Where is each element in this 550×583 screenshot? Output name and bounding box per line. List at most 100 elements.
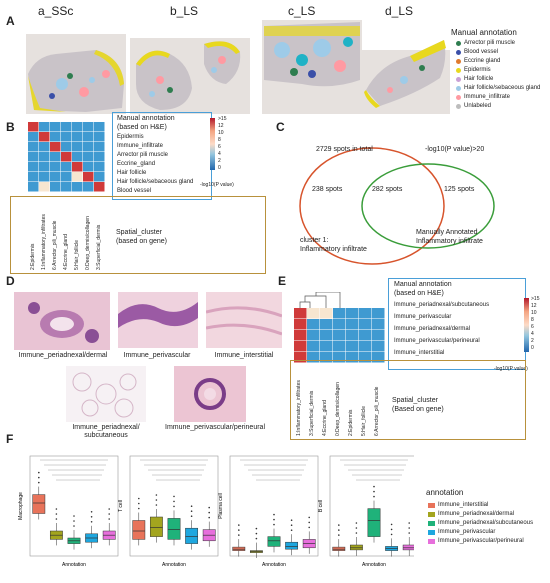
spatial-cluster-e-line2: (Based on gene) (392, 406, 444, 413)
heatmap-e-row-label: Immune_perivascular (394, 314, 452, 320)
boxplot-outlier (290, 529, 293, 531)
histology-image-interstitial (206, 292, 282, 348)
colorbar-b-tick: 0 (218, 165, 221, 171)
boxplot-outlier (155, 504, 158, 506)
boxplot-ylabel: Macrophage (18, 492, 24, 520)
boxplot-outlier (308, 526, 311, 529)
boxplot-outlier (290, 524, 293, 526)
legend-swatch (428, 529, 435, 535)
sample-title-d: d_LS (385, 4, 414, 18)
boxplot-xlabel: Annotation (362, 562, 386, 568)
spatial-cluster-b-line2: (based on gene) (116, 238, 167, 245)
panel-label-c: C (276, 120, 285, 134)
sample-title-c: c_LS (288, 4, 316, 18)
heatmap-cell (372, 330, 385, 341)
heatmap-e-col-label: 4:Eccrine_gland (322, 400, 328, 436)
boxplot-box (232, 546, 246, 551)
heatmap-cell (28, 152, 39, 162)
heatmap-cell (50, 132, 61, 142)
boxplot-box (402, 544, 414, 551)
legend-item-f: Immune_interstitial (428, 502, 488, 508)
legend-swatch (428, 520, 435, 526)
heatmap-e-col-label: 5:Hair_follicle (361, 405, 367, 436)
caption-interstitial: Immune_interstitial (214, 352, 274, 359)
legend-swatch (456, 67, 461, 73)
heatmap-cell (320, 330, 333, 341)
legend-item-f: Immune_perivascular (428, 529, 495, 535)
heatmap-cell (372, 308, 385, 319)
heatmap-cell (320, 308, 333, 319)
venn-diagram (299, 147, 495, 265)
spatial-cluster-b-line1: Spatial_cluster (116, 229, 162, 236)
legend-item-a: Epidermis (456, 67, 491, 73)
boxplot-outlier (138, 507, 140, 510)
heatmap-cell (346, 352, 359, 363)
legend-swatch (456, 40, 461, 46)
heatmap-cell (307, 308, 320, 319)
tissue-image-b (130, 38, 250, 114)
venn-right-label: Manually Annotated Inflammatory infiltra… (416, 228, 483, 246)
heatmap-cell (359, 352, 372, 363)
boxplot: T cell Annotation (118, 455, 219, 568)
tissue-image-d (360, 40, 450, 114)
boxplot-outlier (138, 497, 140, 500)
boxplot-box (367, 508, 381, 537)
heatmap-cell (61, 172, 72, 182)
heatmap-cell (83, 182, 94, 192)
heatmap-cell (61, 182, 72, 192)
legend-item-a: Hair follicle/sebaceous gland (456, 85, 540, 91)
colorbar-b-tick: 4 (218, 151, 221, 157)
boxplot-xlabel: Annotation (62, 562, 86, 568)
legend-label: Immune_perivascular/perineural (438, 538, 524, 544)
colorbar-b-tick: 6 (218, 144, 221, 150)
boxplot-outlier (390, 533, 393, 536)
boxplot-outlier (338, 524, 340, 526)
heatmap-b-row-label: Blood vessel (117, 188, 152, 194)
heatmap-cell (294, 330, 307, 341)
boxplot: Plasma cell Annotation (218, 455, 319, 568)
spatial-cluster-box-e (290, 360, 526, 440)
boxplot-xlabel: Annotation (162, 562, 186, 568)
boxplot-ylabel: B cell (318, 500, 324, 512)
heatmap-cell (39, 132, 50, 142)
colorbar-e-tick: 12 (531, 303, 537, 309)
boxplot-outlier (290, 519, 293, 521)
boxplot-outlier (38, 471, 40, 474)
heatmap-cell (28, 142, 39, 152)
venn-right-count: 125 spots (444, 186, 475, 193)
boxplot-outlier (390, 523, 393, 526)
heatmap-cell (83, 132, 94, 142)
boxplot-outlier (255, 527, 258, 530)
heatmap-cell (333, 319, 346, 330)
panel-label-d: D (6, 274, 15, 288)
colorbar-e-tick: 8 (531, 317, 534, 323)
heatmap-cell (94, 132, 105, 142)
legend-swatch (456, 103, 461, 109)
heatmap-e (294, 308, 385, 363)
venn-total: 2729 spots in total (316, 146, 373, 153)
heatmap-b-row-label: Arrector pili muscle (117, 152, 169, 158)
heatmap-b-row-label: Hair follicle (117, 170, 147, 176)
heatmap-cell (307, 319, 320, 330)
boxplot-outlier (38, 481, 40, 484)
legend-label: Hair follicle (464, 76, 494, 82)
heatmap-cell (72, 132, 83, 142)
boxplot-outlier (373, 485, 375, 488)
boxplot-outlier (208, 511, 210, 514)
caption-periadnexal-subcutaneous-line2: subcutaneous (84, 432, 128, 439)
legend-item-f: Immune_periadnexal/dermal (428, 511, 514, 517)
venn-left-label-line2: Inflammatory infiltrate (300, 246, 367, 253)
boxplot-outlier (273, 523, 275, 526)
boxplot: Macrophage Annotation (18, 455, 119, 568)
spatial-cluster-label-b: Spatial_cluster (based on gene) (116, 228, 167, 246)
legend-label: Blood vessel (464, 49, 499, 55)
colorbar-e-tick: >15 (531, 296, 540, 302)
boxplot-outlier (238, 529, 240, 531)
annotation-legend-title-f: annotation (426, 488, 464, 497)
boxplot-box (285, 541, 299, 550)
boxplot-box (267, 536, 281, 547)
heatmap-cell (372, 341, 385, 352)
heatmap-cell (72, 162, 83, 172)
heatmap-cell (28, 132, 39, 142)
legend-label: Immune_infiltrate (464, 94, 511, 100)
